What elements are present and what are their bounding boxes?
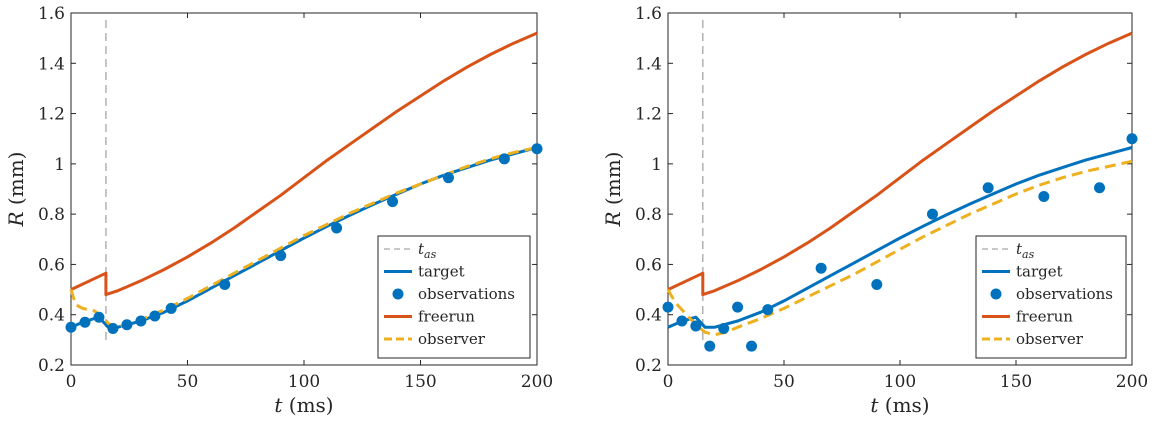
observation-point xyxy=(746,340,758,352)
observation-point xyxy=(662,301,674,313)
observation-point xyxy=(982,182,994,194)
target-line xyxy=(667,146,1133,329)
x-tick-label: 0 xyxy=(663,372,674,392)
y-tick-label: 0.6 xyxy=(38,255,65,275)
observation-point xyxy=(676,315,688,327)
x-tick-label: 200 xyxy=(521,372,553,392)
observation-point xyxy=(498,153,510,165)
y-tick-label: 1.2 xyxy=(635,105,662,125)
legend-label: freerun xyxy=(418,308,475,326)
y-tick-label: 1.6 xyxy=(635,4,662,24)
observation-point xyxy=(107,323,119,335)
observation-point xyxy=(219,279,231,291)
y-tick-label: 0.6 xyxy=(635,255,662,275)
legend-label: observations xyxy=(418,285,515,303)
legend-label: observer xyxy=(1016,330,1084,348)
y-tick-label: 1.6 xyxy=(38,4,65,24)
legend-label: tas xyxy=(1016,240,1035,261)
observation-point xyxy=(387,196,399,208)
x-axis-label: t (ms) xyxy=(274,393,333,417)
observation-point xyxy=(331,222,343,234)
y-tick-label: 1 xyxy=(54,155,65,175)
legend-label: target xyxy=(418,263,465,281)
y-tick-label: 0.4 xyxy=(635,306,662,326)
observations-markers xyxy=(65,143,543,335)
observation-point xyxy=(871,279,883,291)
legend-label: freerun xyxy=(1016,308,1073,326)
y-tick-label: 1 xyxy=(651,155,662,175)
observation-point xyxy=(275,250,287,262)
legend-label: observations xyxy=(1016,285,1113,303)
observation-point xyxy=(718,323,730,335)
freerun-line xyxy=(667,31,1133,297)
legend-swatch-observations xyxy=(392,288,404,300)
y-tick-label: 0.8 xyxy=(635,205,662,225)
observation-point xyxy=(165,302,177,314)
observation-point xyxy=(93,311,105,323)
observation-point xyxy=(732,301,744,313)
x-tick-label: 150 xyxy=(1000,372,1032,392)
observations-markers xyxy=(662,133,1138,352)
observation-point xyxy=(762,304,774,316)
observation-point xyxy=(442,172,454,184)
y-tick-label: 1.2 xyxy=(38,105,65,125)
observation-point xyxy=(1094,182,1106,194)
x-tick-label: 200 xyxy=(1116,372,1148,392)
observation-point xyxy=(79,316,91,328)
observation-point xyxy=(690,320,702,332)
observation-point xyxy=(704,340,716,352)
observation-point xyxy=(1038,191,1050,203)
right-chart-panel: 0 50 100 150 200 0.2 0.4 0.6 0.8 1 1.2 1.4 1.6 t (ms)… xyxy=(601,4,1148,417)
observation-point xyxy=(149,310,161,322)
observation-point xyxy=(815,262,827,274)
y-tick-label: 0.4 xyxy=(38,306,65,326)
observation-point xyxy=(1126,133,1138,145)
observation-point xyxy=(926,208,938,220)
y-axis-label: R (mm) xyxy=(4,152,28,228)
y-tick-label: 0.2 xyxy=(38,356,65,376)
x-tick-label: 150 xyxy=(404,372,436,392)
x-tick-label: 100 xyxy=(884,372,916,392)
legend-label: observer xyxy=(418,330,486,348)
x-tick-label: 0 xyxy=(66,372,77,392)
observer-line xyxy=(666,159,1133,337)
freerun-line xyxy=(70,31,538,297)
observation-point xyxy=(121,319,133,331)
y-tick-label: 0.8 xyxy=(38,205,65,225)
y-tick-label: 1.4 xyxy=(38,54,65,74)
x-axis-label: t (ms) xyxy=(870,393,929,417)
x-tick-label: 50 xyxy=(177,372,199,392)
y-tick-label: 1.4 xyxy=(635,54,662,74)
observation-point xyxy=(135,315,147,327)
y-axis-label: R (mm) xyxy=(601,152,625,228)
x-tick-label: 50 xyxy=(773,372,795,392)
legend: tas target observations freerun observer xyxy=(377,235,531,359)
legend: tas target observations freerun observer xyxy=(975,235,1127,359)
observation-point xyxy=(65,321,77,333)
legend-label: target xyxy=(1016,263,1063,281)
left-chart-panel: 0 50 100 150 200 0.2 0.4 0.6 0.8 1 1.2 1.4 1.6 t (ms)… xyxy=(4,4,553,417)
y-tick-label: 0.2 xyxy=(635,356,662,376)
x-tick-label: 100 xyxy=(288,372,320,392)
observation-point xyxy=(531,143,543,155)
legend-swatch-observations xyxy=(990,288,1002,300)
legend-label: tas xyxy=(418,240,437,261)
